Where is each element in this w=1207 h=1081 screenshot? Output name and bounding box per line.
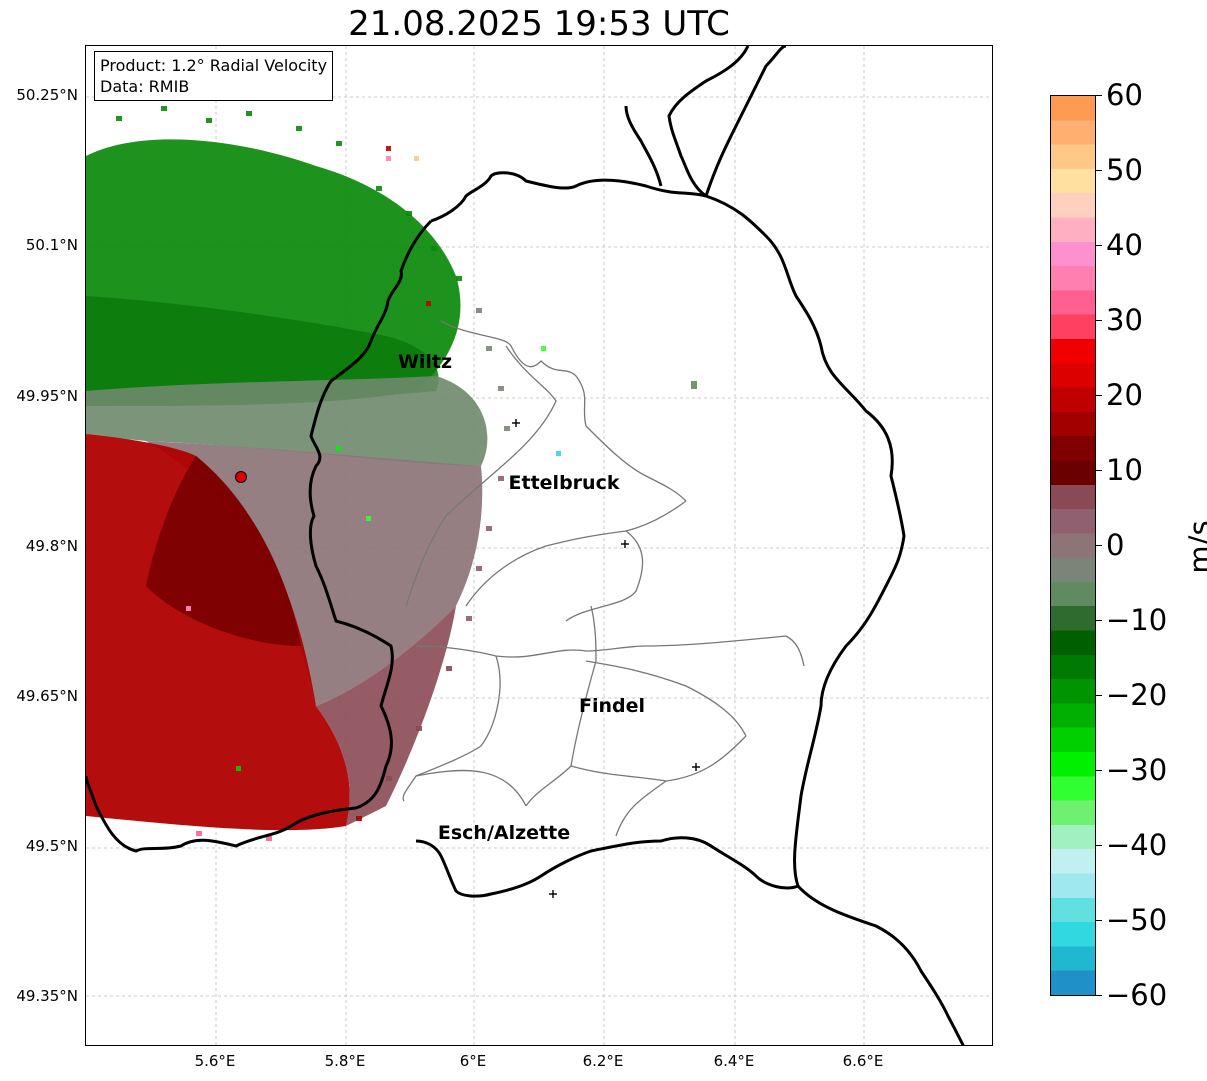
colorbar-tick-label: −20 bbox=[1106, 678, 1168, 712]
colorbar-tick bbox=[1096, 170, 1102, 171]
colorbar-tick bbox=[1096, 695, 1102, 696]
colorbar-unit-label: m/s bbox=[1183, 520, 1207, 574]
colorbar-tick-label: −60 bbox=[1106, 978, 1168, 1012]
city-label-findel: Findel bbox=[578, 695, 646, 717]
luxembourg-germany-border bbox=[415, 194, 906, 898]
city-label-ettelbruck: Ettelbruck bbox=[508, 472, 620, 494]
x-tick-label: 5.8°E bbox=[324, 1052, 366, 1070]
city-label-wiltz: Wiltz bbox=[397, 351, 453, 373]
y-tick-label: 49.5°N bbox=[25, 837, 78, 855]
y-tick-label: 49.65°N bbox=[16, 687, 78, 705]
x-tick-label: 5.6°E bbox=[194, 1052, 236, 1070]
x-tick-label: 6.6°E bbox=[842, 1052, 884, 1070]
colorbar-tick-label: 40 bbox=[1106, 228, 1143, 262]
radar-site-marker bbox=[235, 471, 247, 483]
colorbar-tick bbox=[1096, 995, 1102, 996]
near-zero-velocity-band bbox=[86, 376, 488, 466]
colorbar-tick bbox=[1096, 620, 1102, 621]
colorbar-tick-label: −50 bbox=[1106, 903, 1168, 937]
colorbar-tick-label: 10 bbox=[1106, 453, 1143, 487]
colorbar-tick bbox=[1096, 920, 1102, 921]
colorbar-tick-label: −30 bbox=[1106, 753, 1168, 787]
belgium-luxembourg-border bbox=[430, 171, 707, 223]
colorbar-tick-label: 0 bbox=[1106, 528, 1125, 562]
colorbar-tick bbox=[1096, 95, 1102, 96]
product-label: Product: 1.2° Radial Velocity bbox=[100, 56, 328, 75]
colorbar-tick-label: −40 bbox=[1106, 828, 1168, 862]
colorbar-tick-label: 20 bbox=[1106, 378, 1143, 412]
germany-france-border bbox=[796, 884, 965, 1045]
x-tick-label: 6.2°E bbox=[582, 1052, 624, 1070]
canton-boundaries bbox=[402, 320, 805, 837]
colorbar-tick-label: −10 bbox=[1106, 603, 1168, 637]
colorbar-tick-label: 50 bbox=[1106, 153, 1143, 187]
city-label-esch-alzette: Esch/Alzette bbox=[437, 822, 571, 844]
colorbar-tick-label: 60 bbox=[1106, 78, 1143, 112]
y-tick-label: 49.8°N bbox=[25, 537, 78, 555]
y-tick-label: 50.1°N bbox=[25, 236, 78, 254]
colorbar-tick-label: 30 bbox=[1106, 303, 1143, 337]
y-tick-label: 49.95°N bbox=[16, 387, 78, 405]
colorbar-tick bbox=[1096, 770, 1102, 771]
x-tick-label: 6°E bbox=[459, 1052, 487, 1070]
info-box: Product: 1.2° Radial Velocity Data: RMIB bbox=[94, 51, 334, 101]
map-panel[interactable]: Product: 1.2° Radial Velocity Data: RMIB… bbox=[85, 45, 993, 1046]
radar-map[interactable] bbox=[86, 46, 993, 1046]
map-title: 21.08.2025 19:53 UTC bbox=[348, 4, 730, 44]
y-tick-label: 50.25°N bbox=[16, 86, 78, 104]
velocity-speckles bbox=[116, 106, 697, 841]
colorbar-tick bbox=[1096, 545, 1102, 546]
city-markers bbox=[512, 419, 700, 898]
radar-velocity-field bbox=[86, 106, 697, 841]
velocity-colorbar bbox=[1050, 95, 1096, 996]
colorbar-tick bbox=[1096, 470, 1102, 471]
y-tick-label: 49.35°N bbox=[16, 987, 78, 1005]
data-source-label: Data: RMIB bbox=[100, 77, 190, 96]
x-tick-label: 6.4°E bbox=[713, 1052, 755, 1070]
outbound-velocity-region bbox=[86, 434, 350, 831]
colorbar-tick bbox=[1096, 845, 1102, 846]
country-borders bbox=[86, 46, 965, 1045]
colorbar-tick bbox=[1096, 320, 1102, 321]
colorbar-tick bbox=[1096, 245, 1102, 246]
colorbar-tick bbox=[1096, 395, 1102, 396]
